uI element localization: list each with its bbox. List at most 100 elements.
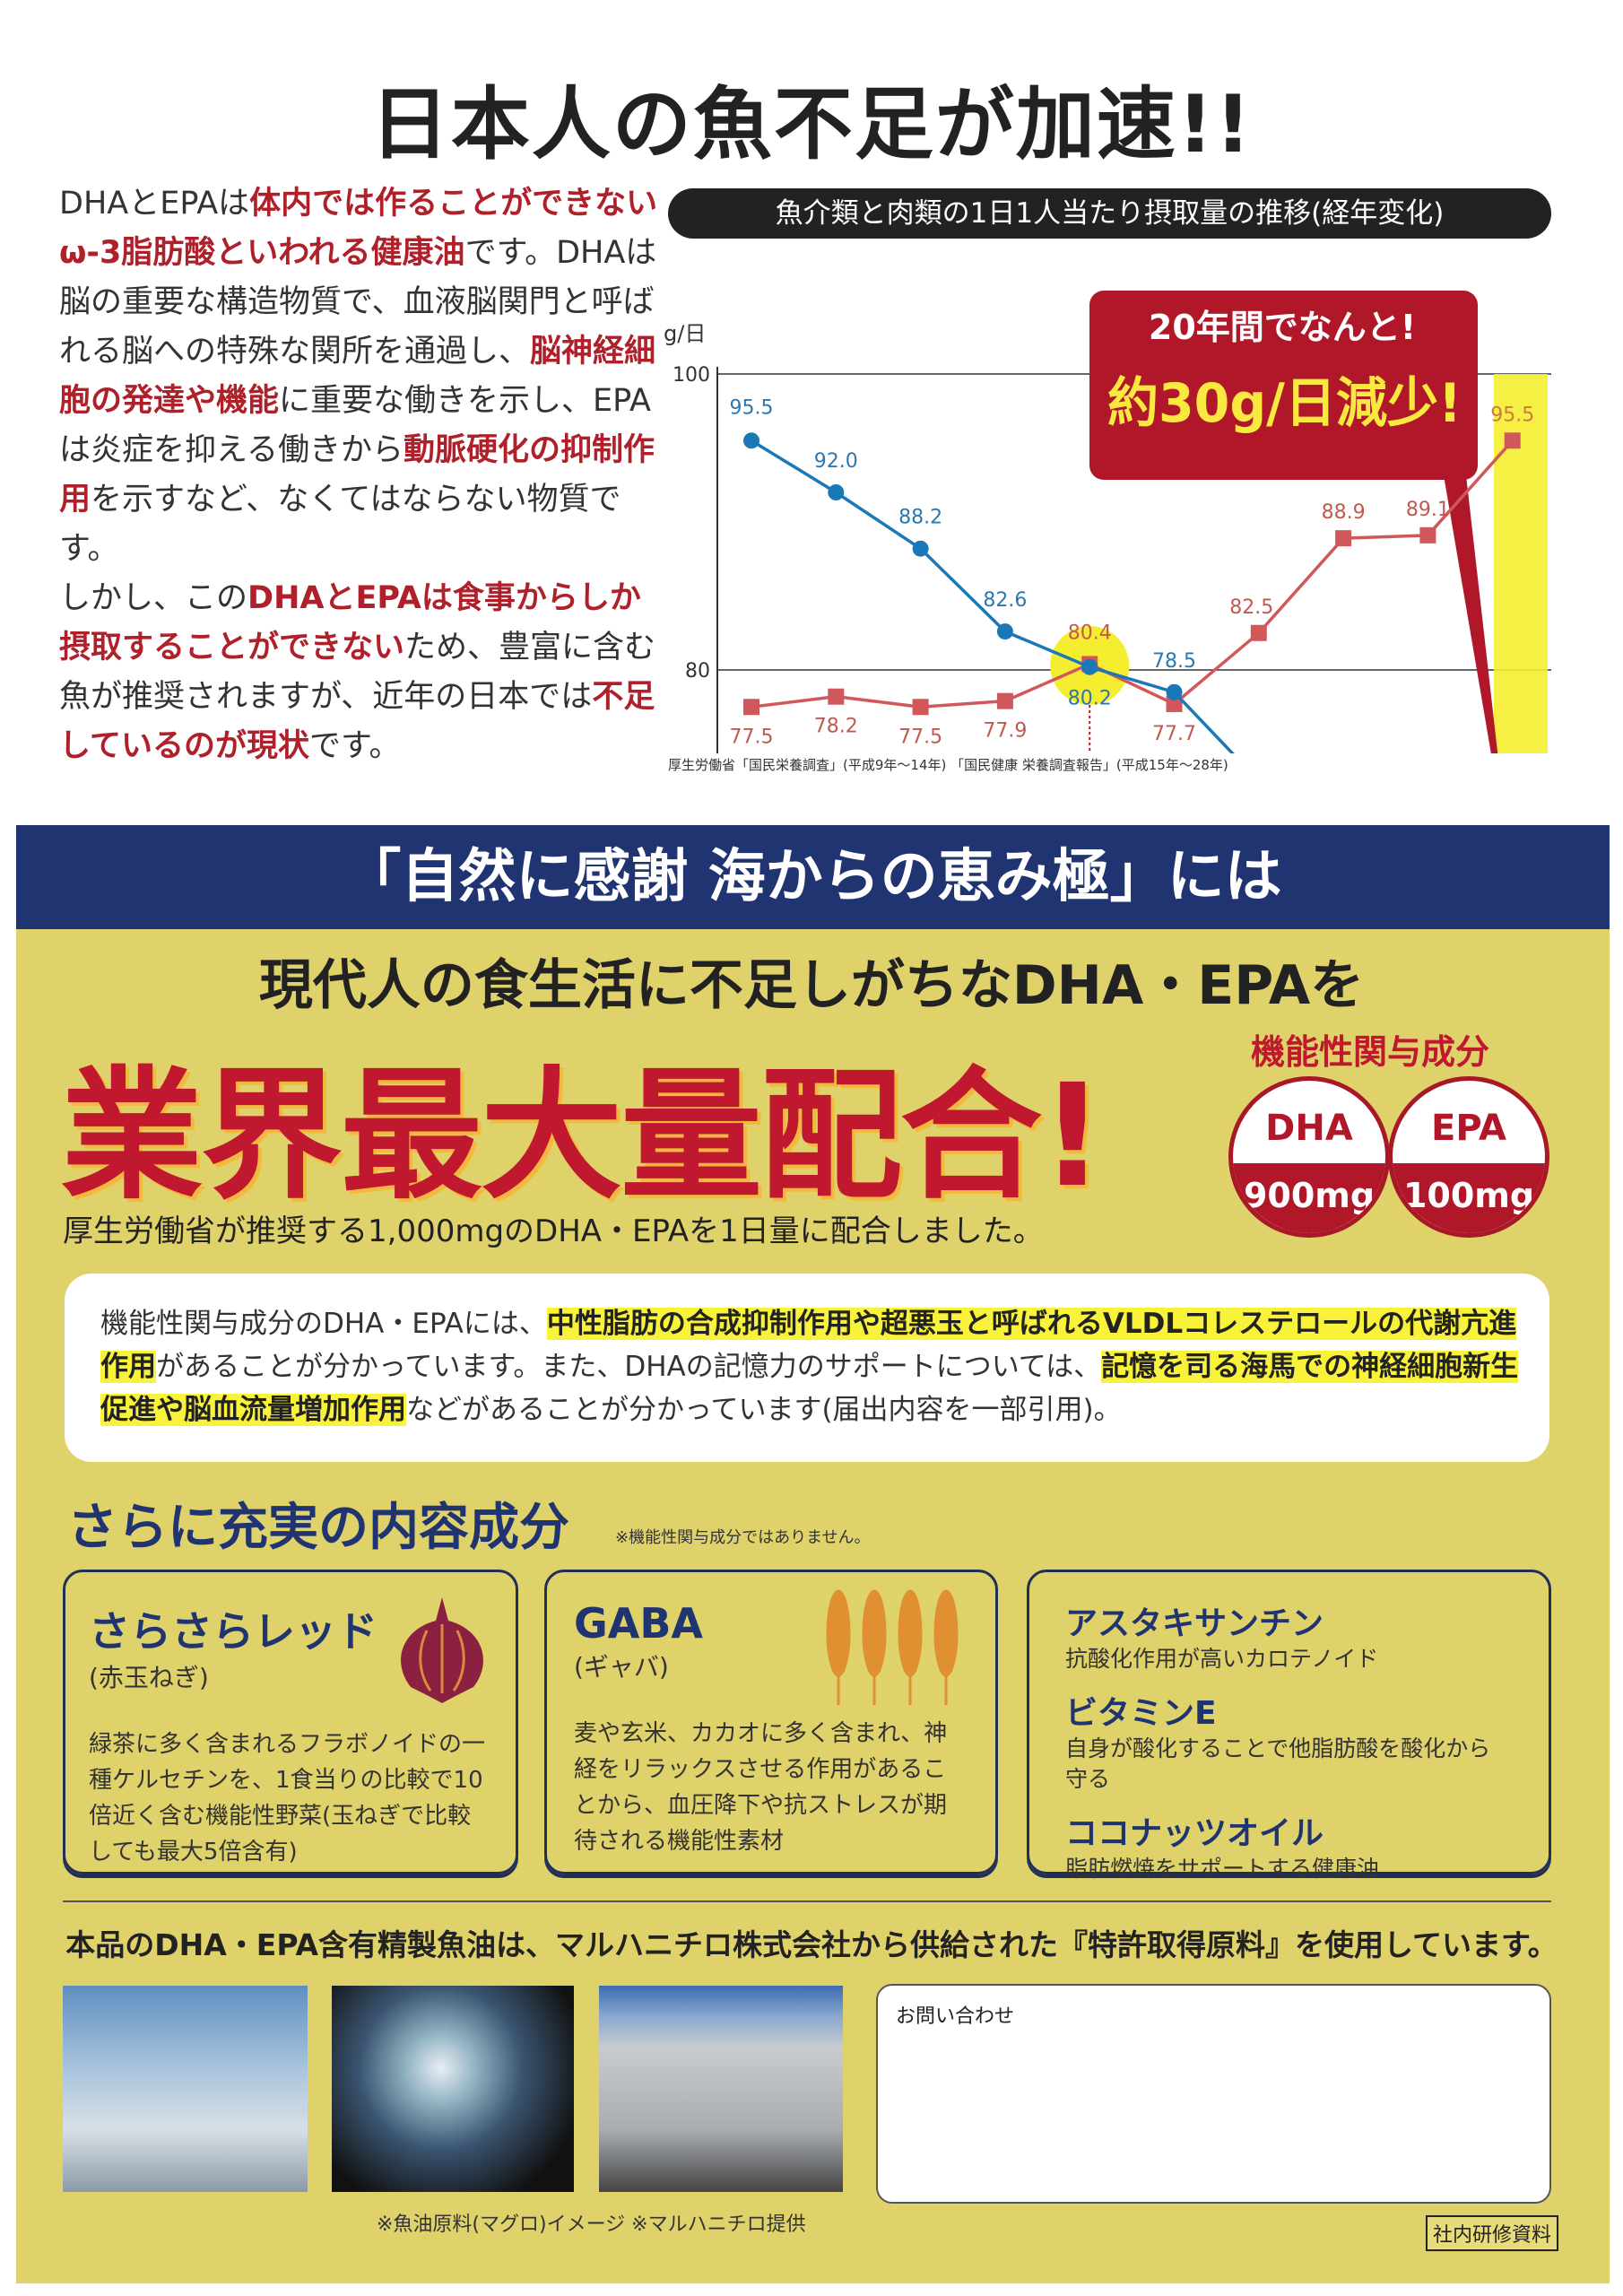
- photo-tuna-catch: [63, 1986, 308, 2192]
- card-subtitle: (ギャバ): [574, 1652, 669, 1682]
- meat-marker: [743, 699, 759, 716]
- data-label: 88.2: [898, 507, 942, 529]
- intro-text: DHAとEPAは体内では作ることができないω-3脂肪酸といわれる健康油です。DH…: [59, 179, 662, 771]
- fish-marker: [912, 540, 929, 557]
- text-run: があることが分かっています。また、DHAの記憶力のサポートについては、: [156, 1351, 1102, 1383]
- onion-icon: [401, 1597, 483, 1703]
- subheadline: 現代人の食生活に不足しがちなDHA・EPAを: [258, 954, 1365, 1017]
- meat-marker: [828, 688, 845, 705]
- dha-amount: 900mg: [1233, 1163, 1385, 1233]
- data-label: 89.1: [1406, 499, 1450, 521]
- ingredient-title: ココナッツオイル: [1065, 1815, 1324, 1852]
- data-label: 80.4: [1068, 622, 1112, 644]
- ingredient-text: 自身が酸化することで他脂肪酸を酸化から守る: [1065, 1735, 1491, 1792]
- data-label: 77.5: [898, 726, 942, 748]
- text-run: に重要な働きを示し、EPAは炎症を抑える働きから: [59, 383, 651, 468]
- ingredient-title: アスタキサンチン: [1065, 1605, 1324, 1642]
- highlighted-text: 動脈硬化の抑制作用: [59, 432, 655, 517]
- data-label: 82.6: [983, 589, 1027, 612]
- y-tick-label: 80: [685, 660, 710, 683]
- data-label: 80.2: [1068, 688, 1112, 710]
- card-onion: さらさらレッド (赤玉ねぎ) 緑茶に多く含まれるフラボノイドの一種ケルセチンを、…: [63, 1570, 518, 1874]
- intake-line-chart: g/日100800平成10121416182022242628年20年間でなんと…: [664, 291, 1551, 753]
- card-text: 緑茶に多く含まれるフラボノイドの一種ケルセチンを、1食当りの比較で10倍近く含む…: [89, 1731, 486, 1866]
- data-label: 77.7: [1152, 723, 1196, 745]
- meat-marker: [1250, 624, 1267, 641]
- dha-badge: DHA 900mg: [1228, 1076, 1390, 1238]
- contact-label: お問い合わせ: [896, 2005, 1015, 2028]
- card-title: GABA: [574, 1599, 704, 1648]
- card-text: 麦や玄米、カカオに多く含まれ、神経をリラックスさせる作用があることから、血圧降下…: [574, 1720, 948, 1855]
- ingredient-title: ビタミンE: [1065, 1695, 1217, 1732]
- text-run: しかし、この: [59, 580, 248, 616]
- ingredient-text: 抗酸化作用が高いカロテノイド: [1065, 1646, 1379, 1672]
- callout-line1: 20年間でなんと!: [1149, 308, 1416, 347]
- series-line-fish: [751, 439, 1235, 753]
- product-banner: 「自然に感謝 海からの恵み極」には: [16, 825, 1610, 929]
- contact-box: お問い合わせ: [876, 1984, 1551, 2204]
- patent-statement: 本品のDHA・EPA含有精製魚油は、マルハニチロ株式会社から供給された『特許取得…: [65, 1927, 1558, 1962]
- data-label: 88.9: [1322, 501, 1366, 524]
- meat-marker: [1504, 432, 1521, 449]
- yellow-arrow: [1494, 374, 1548, 753]
- headline: 業界最大量配合!: [61, 1054, 1105, 1219]
- data-label: 82.5: [1229, 596, 1273, 619]
- series-line-meat: [751, 439, 1515, 709]
- photo-factory: [599, 1986, 843, 2192]
- card-other-ingredients: アスタキサンチン 抗酸化作用が高いカロテノイド ビタミンE 自身が酸化することで…: [1027, 1570, 1551, 1882]
- highlighted-text: 脳神経細胞の発達や機能: [59, 334, 656, 419]
- epa-name: EPA: [1431, 1108, 1506, 1149]
- photo-tuna-head: [332, 1986, 574, 2192]
- page-title: 日本人の魚不足が加速!!: [369, 78, 1254, 170]
- text-run: を示すなど、なくてはならない物質です。: [59, 482, 621, 567]
- fish-marker: [1166, 683, 1183, 700]
- claims-box: 機能性関与成分のDHA・EPAには、中性脂肪の合成抑制作用や超悪玉と呼ばれるVL…: [65, 1274, 1549, 1462]
- chart-title: 魚介類と肉類の1日1人当たり摂取量の推移(経年変化): [668, 188, 1551, 239]
- callout-box: [1089, 291, 1478, 480]
- highlighted-text: 不足しているのが現状: [59, 679, 655, 764]
- callout-line2: 約30g/日減少!: [1107, 372, 1462, 435]
- data-label: 95.5: [730, 396, 774, 419]
- y-tick-label: 100: [673, 364, 710, 387]
- callout-pointer: [1444, 475, 1498, 753]
- data-label: 77.9: [983, 720, 1027, 743]
- divider: [63, 1900, 1551, 1902]
- internal-material-label: 社内研修資料: [1426, 2215, 1559, 2251]
- meat-marker: [1419, 526, 1436, 544]
- data-label: 92.0: [814, 450, 858, 473]
- card-gaba: GABA (ギャバ) 麦や玄米、カカオに多く含まれ、神経をリラックスさせる作用が…: [544, 1570, 998, 1874]
- functional-label: 機能性関与成分: [1251, 1032, 1490, 1072]
- highlighted-text: DHAとEPAは食事からしか摂取することができない: [59, 580, 641, 665]
- highlighted-text: 体内では作ることができないω-3脂肪酸といわれる健康油: [59, 186, 658, 271]
- data-label: 95.5: [1490, 404, 1534, 426]
- meat-marker: [1335, 530, 1352, 547]
- photo-caption: ※魚油原料(マグロ)イメージ ※マルハニチロ提供: [377, 2213, 806, 2236]
- data-label: 77.5: [730, 726, 774, 748]
- fish-marker: [743, 432, 759, 449]
- recommendation-text: 厚生労働省が推奨する1,000mgのDHA・EPAを1日量に配合しました。: [63, 1213, 1044, 1249]
- meat-marker: [996, 692, 1013, 709]
- wheat-icon: [826, 1589, 959, 1705]
- fish-marker: [996, 623, 1013, 640]
- text-run: ため、豊富に含む魚が推奨されますが、近年の日本では: [59, 630, 656, 715]
- chart-source: 厚生労働省「国民栄養調査」(平成9年～14年) 「国民健康 栄養調査報告」(平成…: [668, 757, 1228, 773]
- dha-name: DHA: [1265, 1108, 1353, 1149]
- text-run: です。: [308, 728, 401, 764]
- meat-marker: [1166, 695, 1183, 712]
- ingredient-text: 脂肪燃焼をサポートする健康油: [1065, 1856, 1380, 1882]
- card-subtitle: (赤玉ねぎ): [89, 1663, 209, 1692]
- epa-badge: EPA 100mg: [1388, 1076, 1549, 1238]
- data-label: 78.5: [1152, 650, 1196, 673]
- more-ingredients-title: さらに充実の内容成分: [67, 1499, 569, 1557]
- text-run: などがあることが分かっています(届出内容を一部引用)。: [406, 1394, 1122, 1426]
- data-label: 78.2: [814, 716, 858, 738]
- card-title: さらさらレッド: [89, 1607, 378, 1656]
- y-axis-unit: g/日: [664, 321, 706, 346]
- meat-marker: [912, 699, 929, 716]
- more-ingredients-note: ※機能性関与成分ではありません。: [615, 1528, 871, 1547]
- text-run: DHAとEPAは: [59, 186, 250, 222]
- fish-marker: [1081, 658, 1098, 675]
- text-run: 機能性関与成分のDHA・EPAには、: [100, 1308, 547, 1340]
- text-run: です。DHAは脳の重要な構造物質で、血液脳関門と呼ばれる脳への特殊な関所を通過し…: [59, 235, 657, 370]
- fish-marker: [828, 484, 845, 500]
